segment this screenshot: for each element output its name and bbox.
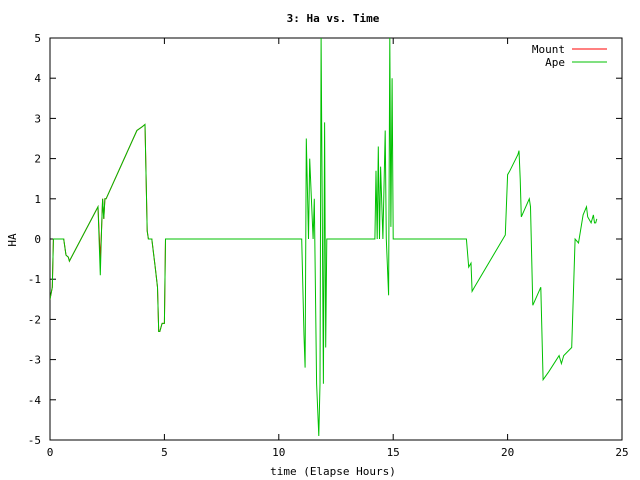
y-tick-label: 2 <box>34 153 41 166</box>
y-axis-label: HA <box>6 233 19 247</box>
y-tick-label: 4 <box>34 72 41 85</box>
series-layer <box>50 38 598 437</box>
y-axis: -5 -4 -3 -2 -1 0 1 2 3 4 5 <box>28 32 622 447</box>
x-tick-label: 10 <box>272 446 285 459</box>
x-axis-label: time (Elapse Hours) <box>270 465 396 478</box>
x-tick-label: 25 <box>615 446 628 459</box>
chart-title: 3: Ha vs. Time <box>287 12 380 25</box>
y-tick-label: 0 <box>34 233 41 246</box>
y-tick-label: -2 <box>28 313 41 326</box>
series-line-mount <box>50 123 167 332</box>
y-tick-label: 1 <box>34 193 41 206</box>
legend-label-mount: Mount <box>532 43 565 56</box>
y-tick-label: 5 <box>34 32 41 45</box>
y-tick-label: -5 <box>28 434 41 447</box>
y-tick-label: -4 <box>28 394 42 407</box>
x-tick-label: 5 <box>161 446 168 459</box>
x-tick-label: 0 <box>47 446 54 459</box>
x-axis: 0 5 10 15 20 25 <box>47 38 629 459</box>
x-tick-label: 15 <box>387 446 400 459</box>
y-tick-label: 3 <box>34 112 41 125</box>
x-tick-label: 20 <box>501 446 514 459</box>
legend-label-ape: Ape <box>545 56 565 69</box>
series-line-ape <box>50 38 598 437</box>
y-tick-label: -3 <box>28 354 41 367</box>
y-tick-label: -1 <box>28 273 41 286</box>
